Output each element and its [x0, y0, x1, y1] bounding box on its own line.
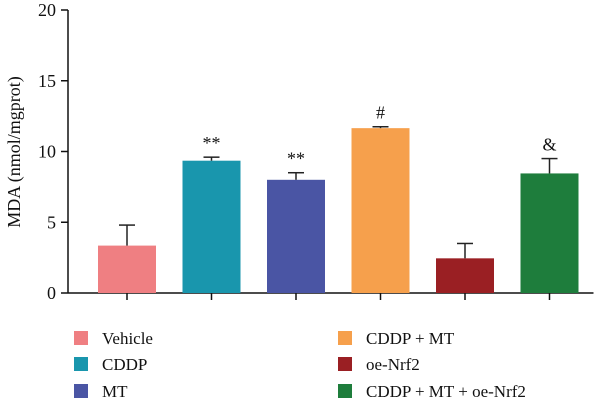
legend: Vehicle CDDP MT CDDP + MT oe-Nrf2 CDDP + MT +…: [74, 329, 526, 401]
x-axis: [68, 292, 594, 300]
error-bars: [119, 125, 558, 259]
legend-label: MT: [102, 382, 128, 401]
legend-label: CDDP + MT + oe-Nrf2: [366, 382, 526, 401]
y-axis: 0 5 10 15 20: [38, 0, 69, 303]
legend-swatch: [338, 357, 352, 371]
bar: [182, 160, 241, 293]
significance-mark: #: [376, 103, 385, 123]
y-tick-label: 10: [38, 142, 56, 162]
legend-swatch: [338, 384, 352, 398]
legend-label: CDDP: [102, 355, 147, 374]
bar: [520, 173, 579, 293]
significance-mark: **: [287, 149, 305, 169]
legend-swatch: [338, 331, 352, 345]
legend-label: CDDP + MT: [366, 329, 455, 348]
bar: [351, 128, 410, 293]
y-tick-label: 20: [38, 0, 56, 20]
bar: [267, 179, 325, 293]
y-tick-label: 5: [47, 212, 56, 232]
bar: [436, 258, 494, 293]
y-tick-label: 0: [47, 283, 56, 303]
y-tick-label: 15: [38, 71, 56, 91]
legend-swatch: [74, 331, 88, 345]
significance-annotations: ** ** # &: [203, 103, 557, 169]
y-axis-title: MDA (nmol/mgprot): [4, 76, 25, 228]
significance-mark: **: [203, 133, 221, 153]
legend-swatch: [74, 357, 88, 371]
legend-swatch: [74, 384, 88, 398]
legend-label: Vehicle: [102, 329, 153, 348]
legend-label: oe-Nrf2: [366, 355, 420, 374]
bars: [98, 128, 579, 293]
significance-mark: &: [542, 135, 556, 155]
bar: [98, 245, 156, 293]
